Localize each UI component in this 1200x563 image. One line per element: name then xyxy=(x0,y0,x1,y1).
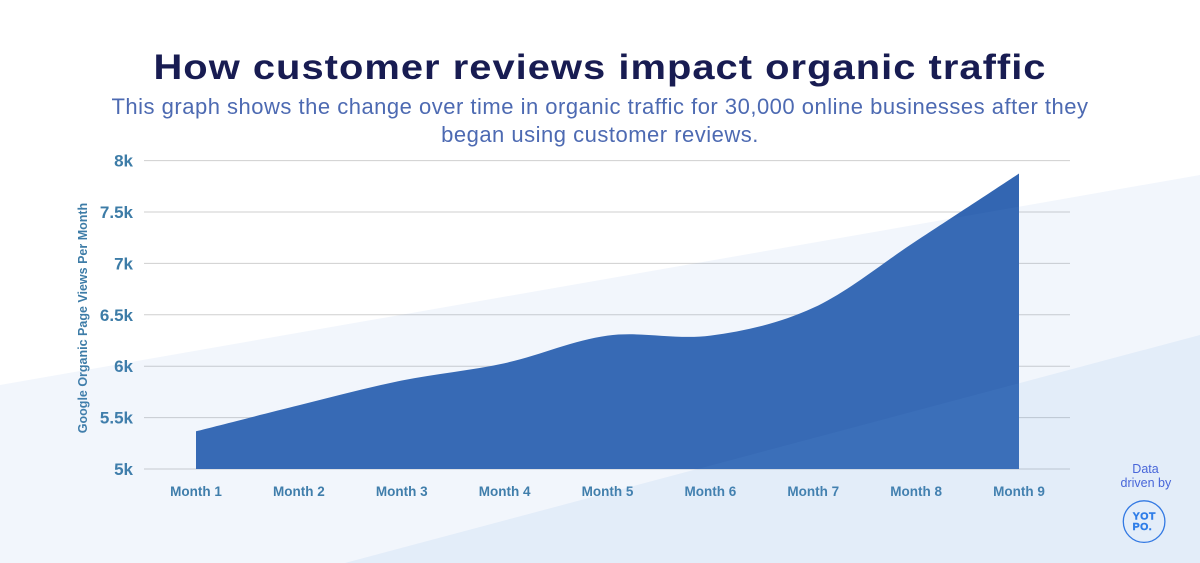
svg-text:Google Organic Page Views Per: Google Organic Page Views Per Month xyxy=(76,203,90,433)
svg-text:Month 4: Month 4 xyxy=(479,484,531,499)
svg-text:This graph shows the change ov: This graph shows the change over time in… xyxy=(111,94,1088,119)
svg-text:Month 1: Month 1 xyxy=(170,484,222,499)
svg-text:YOT: YOT xyxy=(1133,511,1156,523)
svg-text:Month 9: Month 9 xyxy=(993,484,1045,499)
svg-text:PO.: PO. xyxy=(1133,521,1153,533)
svg-text:7k: 7k xyxy=(114,254,133,273)
svg-text:Month 7: Month 7 xyxy=(787,484,839,499)
svg-text:Month 5: Month 5 xyxy=(582,484,634,499)
svg-text:began using customer reviews.: began using customer reviews. xyxy=(441,122,759,147)
svg-text:6k: 6k xyxy=(114,357,133,376)
svg-text:5.5k: 5.5k xyxy=(100,409,134,428)
svg-text:Month 3: Month 3 xyxy=(376,484,428,499)
svg-text:driven by: driven by xyxy=(1121,476,1172,490)
svg-text:7.5k: 7.5k xyxy=(100,203,134,222)
svg-text:Data: Data xyxy=(1132,462,1158,476)
svg-text:5k: 5k xyxy=(114,460,133,479)
svg-text:Month 2: Month 2 xyxy=(273,484,325,499)
svg-text:Month 8: Month 8 xyxy=(890,484,942,499)
svg-text:8k: 8k xyxy=(114,152,133,171)
svg-text:Month 6: Month 6 xyxy=(685,484,737,499)
svg-text:How customer reviews impact or: How customer reviews impact organic traf… xyxy=(153,47,1046,86)
svg-text:6.5k: 6.5k xyxy=(100,306,134,325)
